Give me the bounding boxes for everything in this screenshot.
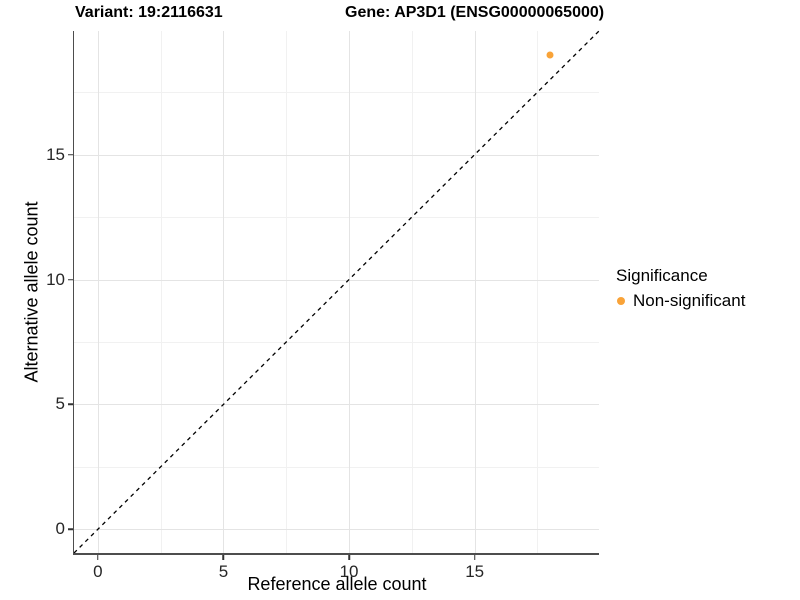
- x-axis-title: Reference allele count: [247, 574, 427, 594]
- x-major-gridline: [97, 31, 99, 553]
- y-tick-mark: [67, 153, 73, 156]
- x-minor-gridline: [160, 31, 162, 553]
- data-point: [546, 51, 554, 59]
- legend-title: Significance: [616, 266, 708, 285]
- gene-title: Gene: AP3D1 (ENSG00000065000): [345, 4, 605, 21]
- legend-entry: Non-significant: [616, 291, 745, 311]
- y-major-gridline: [74, 529, 599, 531]
- y-major-gridline: [74, 404, 599, 406]
- y-tick-mark: [67, 528, 73, 531]
- y-axis-title: Alternative allele count: [21, 201, 42, 383]
- legend-key-dot: [617, 297, 625, 305]
- x-major-gridline: [474, 31, 476, 553]
- y-tick-label: 10: [46, 269, 65, 289]
- y-tick-mark: [67, 403, 73, 406]
- x-minor-gridline: [286, 31, 288, 553]
- y-minor-gridline: [74, 341, 599, 343]
- x-axis-line: [72, 553, 599, 555]
- y-tick-label: 15: [46, 144, 65, 164]
- x-tick-label: 10: [339, 562, 359, 581]
- y-minor-gridline: [74, 466, 599, 468]
- y-major-gridline: [74, 279, 599, 281]
- legend-entries: Non-significant: [616, 291, 745, 311]
- y-tick-label: 0: [55, 519, 65, 539]
- y-tick-label: 5: [55, 394, 65, 414]
- identity-dashed-line: [73, 30, 600, 554]
- legend: Significance Non-significant: [616, 266, 745, 311]
- x-tick-mark: [473, 554, 476, 560]
- x-tick-mark: [97, 554, 99, 560]
- y-minor-gridline: [74, 92, 599, 94]
- x-minor-gridline: [411, 31, 413, 553]
- x-tick-mark: [222, 554, 225, 560]
- plot-panel: 0 5 10 15 0 5 10 15: [46, 30, 600, 581]
- x-major-gridline: [223, 31, 225, 553]
- x-tick-label: 0: [93, 562, 103, 581]
- legend-entry-label: Non-significant: [633, 291, 746, 310]
- y-tick-mark: [67, 278, 73, 281]
- variant-title: Variant: 19:2116631: [75, 4, 223, 21]
- x-minor-gridline: [537, 31, 539, 553]
- x-tick-mark: [348, 554, 350, 560]
- x-tick-label: 15: [465, 562, 485, 581]
- x-tick-label: 5: [218, 562, 229, 581]
- y-axis-line: [72, 31, 74, 555]
- x-major-gridline: [349, 31, 351, 553]
- y-minor-gridline: [74, 217, 599, 219]
- y-major-gridline: [74, 154, 599, 156]
